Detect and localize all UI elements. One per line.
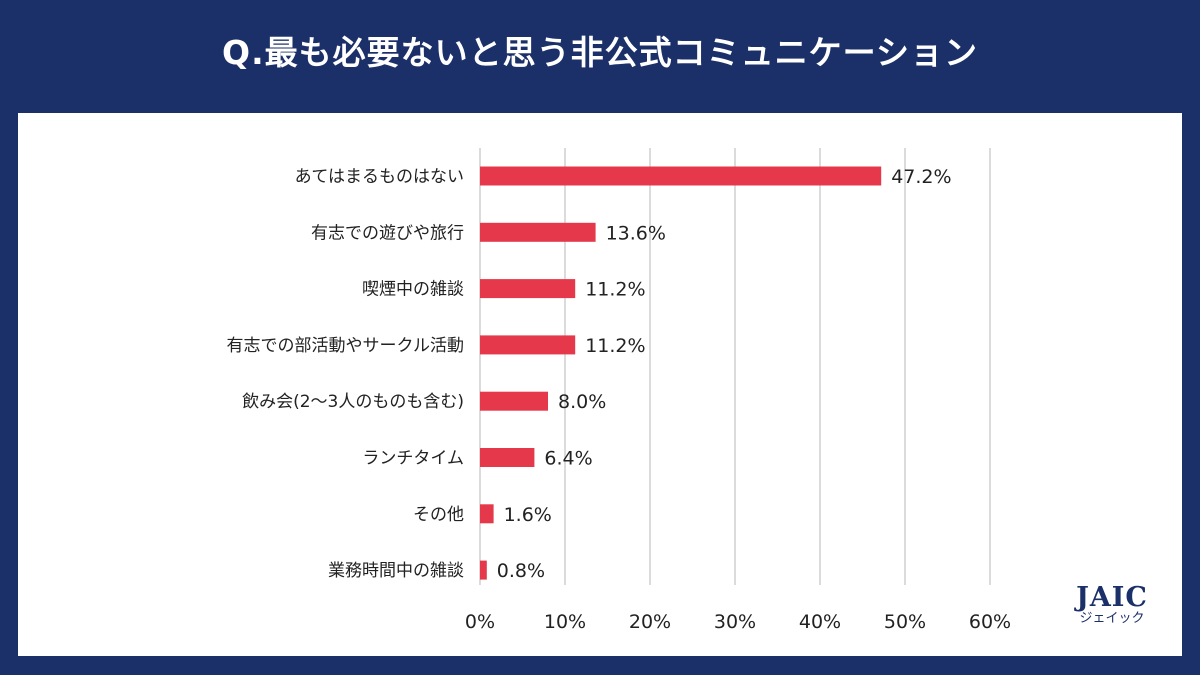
category-label: 有志での遊びや旅行 bbox=[311, 223, 464, 243]
category-label: あてはまるものはない bbox=[295, 167, 464, 187]
x-tick-label: 40% bbox=[799, 611, 841, 633]
value-label: 1.6% bbox=[504, 504, 552, 526]
value-label: 0.8% bbox=[497, 560, 545, 582]
value-label: 6.4% bbox=[544, 448, 592, 470]
x-tick-label: 20% bbox=[629, 611, 671, 633]
value-label: 47.2% bbox=[891, 166, 951, 188]
category-label: ランチタイム bbox=[362, 449, 464, 469]
category-label: 飲み会(2〜3人のものも含む) bbox=[242, 392, 464, 412]
chart-title: Q.最も必要ないと思う非公式コミュニケーション bbox=[222, 33, 978, 72]
value-label: 11.2% bbox=[585, 279, 645, 301]
value-label: 11.2% bbox=[585, 335, 645, 357]
value-label: 8.0% bbox=[558, 391, 606, 413]
jaic-logo: JAIC ジェイック bbox=[1064, 584, 1160, 626]
logo-main-text: JAIC bbox=[1076, 582, 1148, 613]
chart-panel: 0% 10% 20% 30% 40% 50% 60% あてはまるものはない 47.2% 有志での遊… bbox=[18, 113, 1182, 656]
bar bbox=[480, 391, 548, 411]
x-tick-label: 50% bbox=[884, 611, 926, 633]
bar bbox=[480, 279, 576, 299]
bar bbox=[480, 448, 535, 467]
bar bbox=[480, 560, 487, 580]
logo-sub-text: ジェイック bbox=[1079, 611, 1145, 626]
category-label: 有志での部活動やサークル活動 bbox=[227, 336, 465, 356]
bar bbox=[480, 166, 882, 186]
category-label: その他 bbox=[413, 505, 464, 525]
x-tick-label: 60% bbox=[969, 611, 1011, 633]
category-label: 業務時間中の雑談 bbox=[328, 561, 464, 581]
category-label: 喫煙中の雑談 bbox=[362, 280, 464, 300]
bar bbox=[480, 335, 576, 355]
bar-chart: 0% 10% 20% 30% 40% 50% 60% あてはまるものはない 47.2% 有志での遊… bbox=[227, 148, 1011, 633]
x-tick-label: 0% bbox=[465, 611, 495, 633]
x-tick-label: 10% bbox=[544, 611, 586, 633]
bar bbox=[480, 504, 494, 524]
x-tick-label: 30% bbox=[714, 611, 756, 633]
bar bbox=[480, 222, 596, 242]
value-label: 13.6% bbox=[606, 222, 666, 244]
